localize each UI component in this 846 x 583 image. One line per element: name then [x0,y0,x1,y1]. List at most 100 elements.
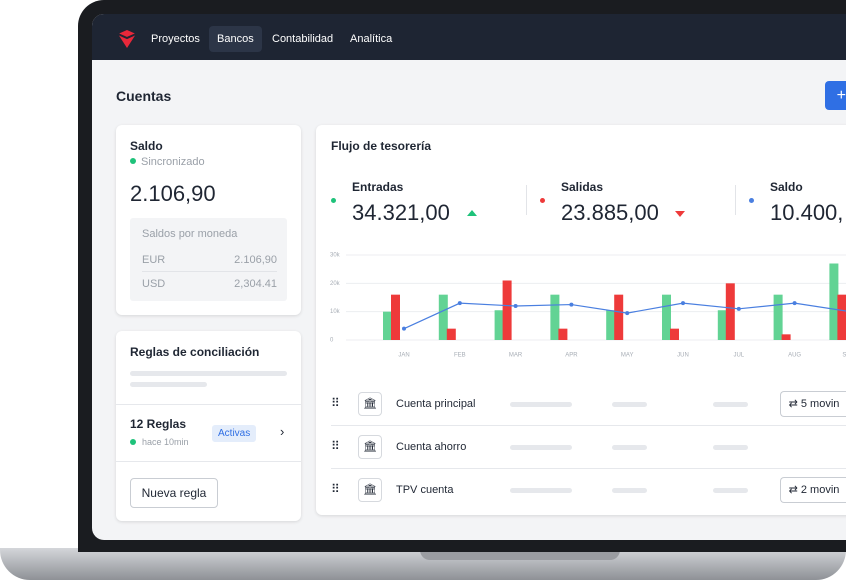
rules-time: hace 10min [142,437,189,447]
bar [781,334,791,340]
laptop-notch [420,550,620,560]
movements-button[interactable]: ⇄ 2 movin [780,477,846,503]
movements-button[interactable]: ⇄ 5 movin [780,391,846,417]
bar [494,310,504,340]
x-tick-label: JUN [677,353,689,359]
line-point [681,301,685,306]
line-point [513,304,518,308]
x-tick-label: JUL [733,353,744,359]
navbar [92,14,846,60]
drag-handle[interactable]: ⠿ [331,396,340,410]
bar [773,294,783,340]
y-tick-label: 0 [330,338,334,344]
card-title: Flujo de tesorería [331,139,432,153]
x-tick-label: AUG [788,353,801,359]
badge: Activas [212,425,257,442]
nav-item[interactable]: Contabilidad [272,33,334,45]
x-tick-label: MAR [509,353,523,359]
currency: EUR [142,254,166,266]
divider [116,461,301,462]
status: Sincronizado [141,156,205,168]
placeholder [713,445,748,450]
account-name: Cuenta ahorro [396,441,467,453]
bar [837,294,846,340]
page-title: Cuentas [116,88,172,104]
rules-count: 12 Reglas [130,417,187,431]
stat-label: Saldo [770,180,803,194]
rules-card: Reglas de conciliación 12 Reglas hace 10… [116,331,301,521]
y-tick-label: 30k [330,253,341,259]
bar [662,294,671,340]
drag-handle[interactable]: ⠿ [331,482,340,496]
bar [550,294,560,340]
up-arrow [467,210,477,216]
bar [391,294,400,340]
x-tick-label: MAY [621,353,634,359]
placeholder [510,402,572,407]
placeholder [713,488,748,493]
line-point [402,326,406,331]
line-point [569,302,574,307]
chart: 0 10k 20k 30k JAN FEB MAR APR MAY JUN JUL AUG SE [330,253,846,359]
nav-item[interactable]: Bancos [209,26,262,52]
bar [446,328,456,340]
placeholder [510,488,572,493]
divider [331,425,846,426]
bar [614,294,624,340]
legend-dot [331,198,336,203]
card-title: Saldo [130,139,163,153]
stat-value: 10.400, [770,200,844,225]
currency: USD [142,278,166,290]
currency-amount: 2.106,90 [234,254,277,266]
bar [717,310,727,340]
bar [502,280,512,340]
account-name: TPV cuenta [396,484,454,496]
drag-handle[interactable]: ⠿ [331,439,340,453]
bar [438,294,448,340]
logo [117,30,137,48]
nav-item[interactable]: Analítica [350,33,393,45]
bar [383,311,392,340]
line-point [792,301,797,306]
currency-amount: 2,304.41 [234,278,277,290]
x-tick-label: FEB [454,353,466,359]
stat-value: 34.321,00 [352,200,450,225]
chevron[interactable]: › [280,424,285,439]
bar [670,328,679,340]
line-point [625,311,630,316]
nav-item[interactable]: Proyectos [151,33,200,45]
amount: 2.106,90 [130,181,216,206]
movements-label: 2 movin [800,484,840,496]
stat-value: 23.885,00 [561,200,659,225]
add-button[interactable]: + [825,81,846,110]
placeholder [130,382,207,387]
divider [331,468,846,469]
placeholder [612,445,647,450]
line-point [457,301,462,306]
x-tick-label: APR [565,353,578,359]
bank-icon: 🏛 [358,478,382,502]
y-tick-label: 10k [330,309,341,315]
y-tick-label: 20k [330,281,341,287]
movements-label: 5 movin [800,398,840,410]
status-dot [130,439,136,445]
down-arrow [675,211,685,217]
divider [735,185,736,215]
stat-label: Entradas [352,180,404,194]
placeholder [612,402,647,407]
placeholder [130,371,287,376]
currency-title: Saldos por moneda [142,228,238,240]
bank-icon: 🏛 [358,435,382,459]
placeholder [510,445,572,450]
line-point [736,306,741,311]
card-title: Reglas de conciliación [130,345,260,359]
currency-box: Saldos por moneda EUR 2.106,90 USD 2,304… [130,218,287,301]
bar [558,328,568,340]
placeholder [612,488,647,493]
new-rule-button[interactable]: Nueva regla [130,478,218,508]
legend-dot [749,198,754,203]
divider [526,185,527,215]
bar [606,310,616,340]
bar [725,283,735,340]
